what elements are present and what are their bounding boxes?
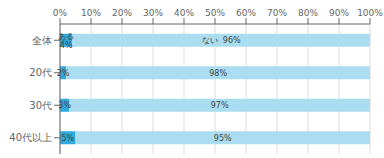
svg-text:80%: 80% xyxy=(298,8,318,18)
svg-text:20代: 20代 xyxy=(29,67,52,78)
svg-text:50%: 50% xyxy=(205,8,225,18)
svg-text:95%: 95% xyxy=(214,133,232,142)
svg-text:0%: 0% xyxy=(53,8,68,18)
svg-text:97%: 97% xyxy=(211,101,229,110)
svg-text:100%: 100% xyxy=(357,8,376,18)
svg-text:30%: 30% xyxy=(143,8,163,18)
svg-text:ある4%: ある4% xyxy=(58,31,74,49)
svg-text:40%: 40% xyxy=(174,8,194,18)
svg-text:2%: 2% xyxy=(57,68,70,77)
svg-text:60%: 60% xyxy=(236,8,256,18)
svg-text:5%: 5% xyxy=(61,133,74,142)
svg-text:3%: 3% xyxy=(58,101,71,110)
svg-text:90%: 90% xyxy=(329,8,349,18)
svg-text:98%: 98% xyxy=(209,68,227,77)
svg-text:30代: 30代 xyxy=(29,100,52,111)
svg-text:ない 96%: ない 96% xyxy=(202,36,241,45)
svg-text:70%: 70% xyxy=(267,8,287,18)
svg-text:40代以上: 40代以上 xyxy=(9,132,52,143)
svg-text:20%: 20% xyxy=(112,8,132,18)
svg-text:全体: 全体 xyxy=(32,35,52,46)
svg-text:10%: 10% xyxy=(81,8,101,18)
